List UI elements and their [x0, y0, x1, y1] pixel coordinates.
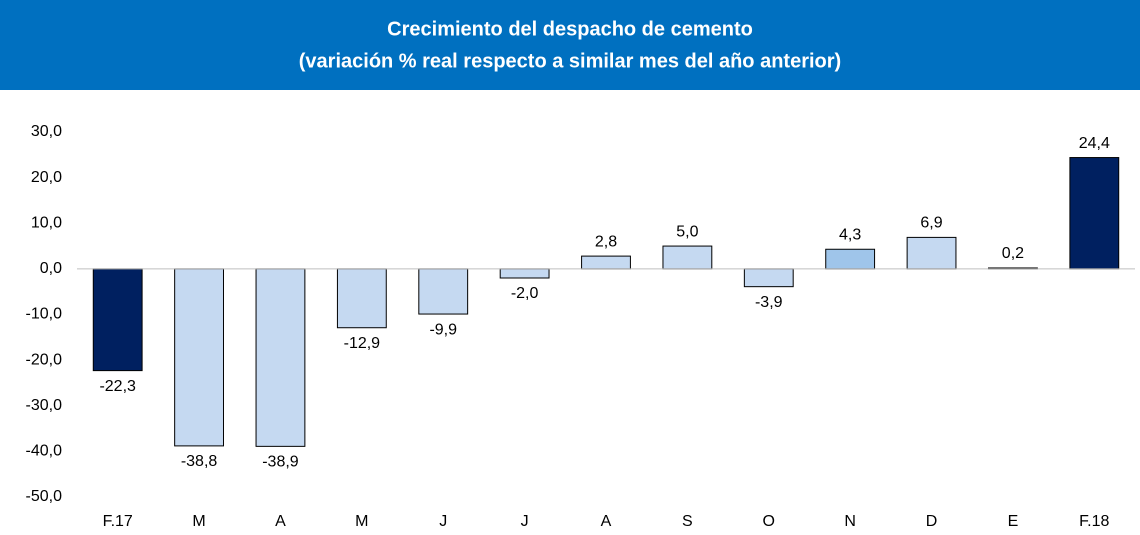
bar: [581, 255, 631, 270]
y-tick-label: -20,0: [26, 351, 63, 368]
x-tick-label: N: [844, 513, 856, 530]
value-label: -3,9: [755, 294, 783, 311]
value-label: -2,0: [511, 285, 539, 302]
value-label: -12,9: [344, 335, 381, 352]
bar: [174, 268, 224, 447]
x-tick-label: S: [682, 513, 693, 530]
value-label: -9,9: [429, 321, 457, 338]
value-label: -38,9: [262, 454, 299, 471]
x-tick-label: D: [926, 513, 938, 530]
x-tick-label: J: [521, 513, 529, 530]
x-tick-label: M: [192, 513, 205, 530]
value-label: 5,0: [676, 223, 698, 240]
x-tick-label: A: [601, 513, 612, 530]
bar: [499, 268, 550, 279]
y-tick-label: 20,0: [31, 169, 62, 186]
bar: [825, 248, 876, 270]
x-tick-label: O: [763, 513, 775, 530]
value-label: 0,2: [1002, 245, 1024, 262]
value-label: 24,4: [1079, 135, 1110, 152]
y-tick-label: 30,0: [31, 123, 62, 140]
value-label: 2,8: [595, 233, 617, 250]
value-label: 4,3: [839, 226, 861, 243]
bar: [743, 268, 794, 288]
value-label: -38,8: [181, 453, 218, 470]
title-banner: [0, 0, 1140, 90]
x-tick-label: E: [1008, 513, 1019, 530]
x-tick-label: F.17: [103, 513, 133, 530]
y-tick-label: 0,0: [40, 260, 62, 277]
bar: [255, 268, 306, 447]
bar: [662, 245, 713, 270]
x-tick-label: J: [439, 513, 447, 530]
value-label: -22,3: [99, 378, 136, 395]
x-tick-label: F.18: [1079, 513, 1109, 530]
y-tick-label: 10,0: [31, 214, 62, 231]
y-tick-label: -30,0: [26, 397, 63, 414]
bar: [336, 268, 387, 329]
bar: [906, 236, 957, 270]
x-tick-label: M: [355, 513, 368, 530]
y-tick-label: -40,0: [26, 443, 63, 460]
value-label: 6,9: [920, 215, 942, 232]
chart-subtitle: (variación % real respecto a similar mes…: [299, 50, 841, 72]
x-tick-label: A: [275, 513, 286, 530]
chart-title: Crecimiento del despacho de cemento: [387, 18, 753, 40]
bar: [418, 268, 469, 315]
y-tick-label: -10,0: [26, 306, 63, 323]
bar: [92, 268, 143, 372]
bar: [1069, 157, 1120, 270]
y-tick-label: -50,0: [26, 488, 63, 505]
